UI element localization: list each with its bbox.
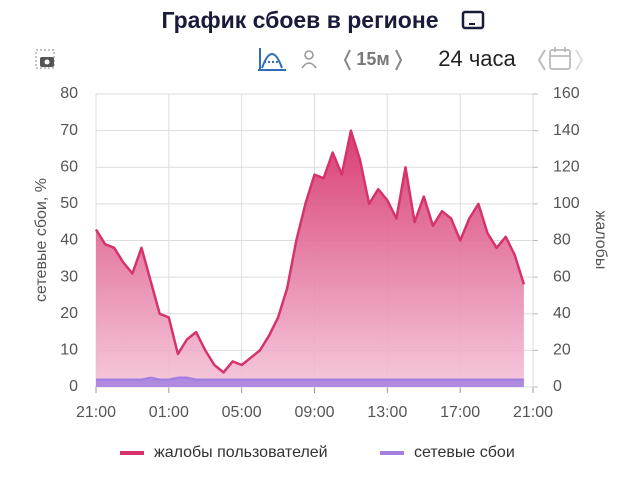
x-tick-label: 09:00: [294, 404, 334, 421]
y-tick-label: 60: [60, 158, 78, 175]
y2-tick-label: 80: [553, 232, 571, 249]
y-tick-label: 50: [60, 195, 78, 212]
y2-tick-label: 20: [553, 342, 571, 359]
prev-interval[interactable]: [343, 49, 351, 71]
chart-style-icon[interactable]: [258, 48, 286, 71]
next-range[interactable]: [575, 49, 584, 71]
y-tick-label: 10: [60, 342, 78, 359]
y2-tick-label: 160: [553, 85, 580, 102]
series-line: [94, 129, 526, 374]
x-tick-label: 21:00: [513, 404, 553, 421]
y2-tick-label: 40: [553, 305, 571, 322]
y-tick-label: 0: [69, 378, 78, 395]
series-area: [96, 130, 524, 387]
x-tick-label: 17:00: [440, 404, 480, 421]
y-tick-label: 40: [60, 232, 78, 249]
x-tick-label: 13:00: [367, 404, 407, 421]
x-tick-label: 01:00: [149, 404, 189, 421]
y-tick-label: 80: [60, 85, 78, 102]
y2-tick-label: 120: [553, 158, 580, 175]
series-line: [96, 376, 524, 381]
y-tick-label: 30: [60, 268, 78, 285]
legend-label: сетевые сбои: [414, 444, 515, 461]
page-title: График сбоев в регионе: [161, 7, 438, 33]
calendar-icon[interactable]: [549, 47, 571, 70]
y2-tick-label: 140: [553, 122, 580, 139]
prev-range[interactable]: [537, 49, 546, 71]
y2-tick-label: 100: [553, 195, 580, 212]
interval[interactable]: 15м: [356, 49, 389, 69]
y-tick-label: 20: [60, 305, 78, 322]
camera-icon[interactable]: [35, 49, 55, 69]
monitor-icon[interactable]: [461, 10, 485, 30]
y2-tick-label: 0: [553, 378, 562, 395]
y-tick-label: 70: [60, 122, 78, 139]
legend-label: жалобы пользователей: [154, 444, 328, 461]
x-tick-label: 05:00: [222, 404, 262, 421]
y2-tick-label: 60: [553, 268, 571, 285]
y2-axis-label: жалобы: [592, 211, 609, 270]
user-icon[interactable]: [301, 50, 317, 69]
x-tick-label: 21:00: [76, 404, 116, 421]
y-axis-label: сетевые сбои, %: [33, 178, 50, 302]
range[interactable]: 24 часа: [438, 46, 516, 71]
next-interval[interactable]: [395, 49, 403, 71]
